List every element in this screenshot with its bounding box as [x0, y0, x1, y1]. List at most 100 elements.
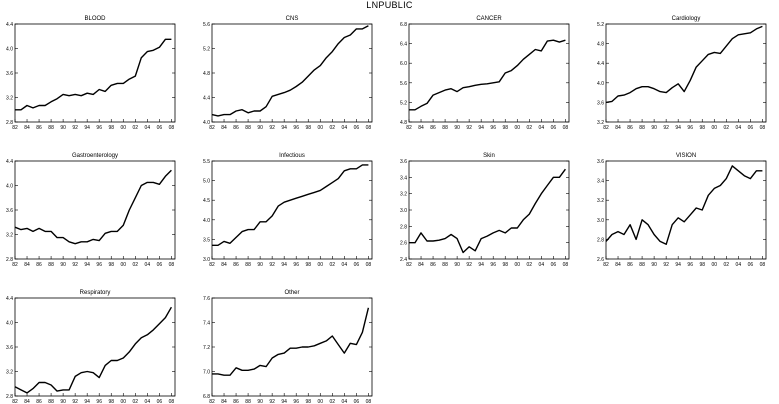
x-tick-label: 94: [478, 125, 484, 131]
x-tick-label: 06: [157, 262, 163, 268]
x-tick-label: 00: [317, 399, 323, 404]
y-tick-label: 5.5: [203, 159, 210, 165]
panel-frame: [14, 23, 176, 123]
x-tick-label: 04: [342, 125, 348, 131]
x-tick-label: 84: [24, 399, 30, 404]
x-tick-label: 92: [269, 399, 275, 404]
x-tick-label: 88: [245, 262, 251, 268]
x-tick-label: 00: [317, 125, 323, 131]
x-tick-label: 08: [169, 125, 175, 131]
x-tick-label: 88: [245, 125, 251, 131]
x-tick-label: 00: [120, 125, 126, 131]
y-tick-label: 4.0: [6, 184, 13, 190]
x-tick-label: 84: [418, 125, 424, 131]
panel-frame: [408, 23, 570, 123]
series-line: [605, 165, 763, 246]
y-tick-label: 4.8: [400, 120, 407, 126]
x-tick-label: 88: [442, 125, 448, 131]
x-tick-label: 02: [724, 125, 730, 131]
x-tick-label: 96: [293, 262, 299, 268]
x-tick-label: 92: [269, 262, 275, 268]
x-tick-label: 86: [627, 262, 633, 268]
chart-panel: Skin 2.4 2.6 2.8 3.0 3.2 3.4 3.6 82 84 86 88 90 92 94 9…: [400, 153, 570, 268]
x-tick-label: 94: [675, 125, 681, 131]
x-tick-label: 92: [466, 125, 472, 131]
x-tick-label: 98: [699, 262, 705, 268]
x-tick-label: 84: [221, 399, 227, 404]
y-tick-label: 7.4: [203, 321, 210, 327]
x-tick-label: 90: [257, 125, 263, 131]
x-tick-label: 96: [490, 125, 496, 131]
y-tick-label: 2.6: [400, 241, 407, 247]
y-tick-label: 4.0: [6, 47, 13, 53]
y-tick-label: 6.8: [203, 394, 210, 400]
y-tick-label: 4.4: [6, 159, 13, 165]
y-tick-label: 3.6: [6, 345, 13, 351]
x-tick-label: 88: [245, 399, 251, 404]
x-tick-label: 98: [305, 125, 311, 131]
y-tick-label: 2.4: [400, 257, 407, 263]
x-tick-label: 08: [366, 125, 372, 131]
x-tick-label: 04: [539, 262, 545, 268]
y-tick-label: 5.2: [597, 22, 604, 28]
panel-title: Gastroenterology: [72, 153, 118, 159]
x-tick-label: 94: [84, 125, 90, 131]
x-tick-label: 96: [293, 125, 299, 131]
x-tick-label: 00: [514, 262, 520, 268]
chart-panel: BLOOD 2.8 3.2 3.6 4.0 4.4 82 84 86 88 90 92 94 96 98 00…: [6, 16, 176, 131]
x-tick-label: 98: [305, 262, 311, 268]
x-tick-label: 06: [157, 125, 163, 131]
x-tick-label: 00: [711, 262, 717, 268]
x-tick-label: 82: [209, 399, 215, 404]
x-tick-label: 82: [12, 262, 18, 268]
y-tick-label: 4.4: [6, 22, 13, 28]
x-tick-label: 96: [293, 399, 299, 404]
panel-frame: [211, 23, 373, 123]
x-tick-label: 98: [699, 125, 705, 131]
x-tick-label: 02: [527, 125, 533, 131]
x-tick-label: 02: [330, 262, 336, 268]
x-tick-label: 96: [96, 125, 102, 131]
series-line: [14, 306, 173, 394]
x-tick-label: 08: [563, 125, 569, 131]
x-tick-label: 02: [527, 262, 533, 268]
y-tick-label: 3.2: [597, 198, 604, 204]
panel-title: Cardiology: [672, 16, 701, 22]
chart-panel: Respiratory 2.8 3.2 3.6 4.0 4.4 82 84 86 88 90 92 94…: [6, 290, 176, 404]
x-tick-label: 94: [281, 125, 287, 131]
y-tick-label: 3.0: [203, 257, 210, 263]
x-tick-label: 94: [84, 262, 90, 268]
panel-frame: [605, 160, 767, 260]
x-tick-label: 00: [514, 125, 520, 131]
y-tick-label: 3.5: [203, 237, 210, 243]
y-tick-label: 7.6: [203, 296, 210, 302]
panel-title: CANCER: [476, 16, 502, 22]
y-tick-label: 6.0: [400, 61, 407, 67]
y-tick-label: 3.4: [597, 179, 604, 185]
x-tick-label: 98: [108, 262, 114, 268]
x-tick-label: 92: [466, 262, 472, 268]
x-tick-label: 86: [430, 262, 436, 268]
x-tick-label: 04: [145, 262, 151, 268]
x-tick-label: 08: [760, 125, 766, 131]
x-tick-label: 84: [221, 262, 227, 268]
x-tick-label: 84: [24, 125, 30, 131]
y-tick-label: 3.2: [6, 96, 13, 102]
y-tick-label: 3.6: [6, 71, 13, 77]
x-tick-label: 88: [639, 262, 645, 268]
y-tick-label: 5.6: [400, 81, 407, 87]
x-tick-label: 86: [430, 125, 436, 131]
x-tick-label: 08: [760, 262, 766, 268]
x-tick-label: 86: [627, 125, 633, 131]
x-tick-label: 86: [233, 125, 239, 131]
y-tick-label: 3.6: [6, 208, 13, 214]
x-tick-label: 06: [551, 262, 557, 268]
y-tick-label: 5.0: [203, 179, 210, 185]
x-tick-label: 00: [711, 125, 717, 131]
x-tick-label: 04: [342, 399, 348, 404]
y-tick-label: 2.8: [6, 394, 13, 400]
x-tick-label: 82: [603, 262, 609, 268]
y-tick-label: 3.0: [400, 208, 407, 214]
x-tick-label: 02: [330, 125, 336, 131]
